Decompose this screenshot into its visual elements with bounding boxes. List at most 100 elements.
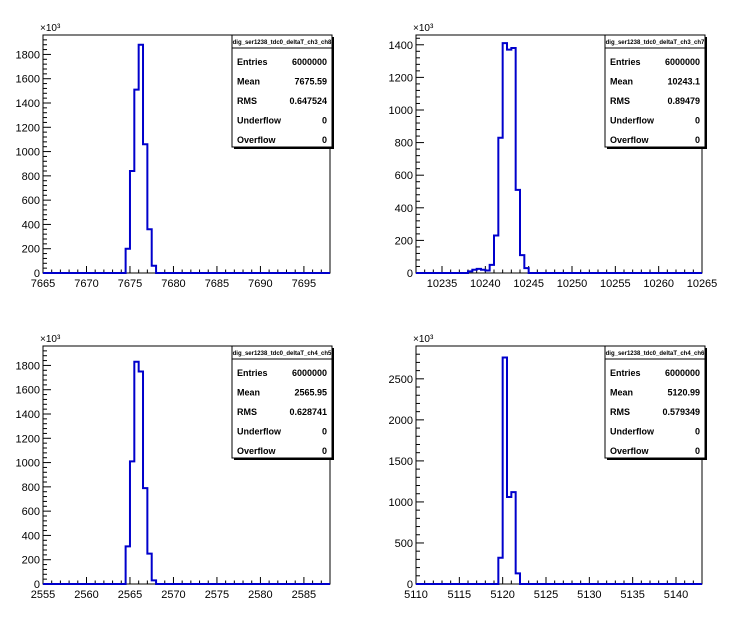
histogram-outline xyxy=(43,43,330,274)
x-tick-label: 10260 xyxy=(643,278,674,290)
stats-value: 0.647524 xyxy=(289,96,327,106)
y-tick-label: 400 xyxy=(395,203,413,215)
y-exponent-label: ×10³ xyxy=(413,23,434,34)
stats-value: 0 xyxy=(322,446,327,456)
x-tick-label: 2560 xyxy=(74,589,98,601)
stats-value: 7675.59 xyxy=(294,77,327,87)
histogram-pad-2: 10235 10240 10245 10250 10255 10260 10265 0 200 4… xyxy=(389,23,718,290)
stats-label: RMS xyxy=(610,407,630,417)
y-tick-label: 400 xyxy=(22,219,40,231)
x-tick-label: 2575 xyxy=(205,589,229,601)
y-tick-label: 500 xyxy=(395,538,413,550)
histogram-bin-7 xyxy=(152,266,156,273)
stats-title: dig_ser1238_tdc0_deltaT_ch4_ch5 xyxy=(233,351,332,357)
histogram-bin-5 xyxy=(143,488,147,584)
x-tick-label: 10245 xyxy=(513,278,544,290)
x-tick-label: 7680 xyxy=(161,278,185,290)
histogram-bin-8 xyxy=(503,43,507,273)
histogram-bin-3 xyxy=(481,270,485,273)
x-tick-label: 5125 xyxy=(534,589,558,601)
x-tick-label: 10265 xyxy=(687,278,718,290)
stats-label: Entries xyxy=(237,368,268,378)
y-tick-label: 800 xyxy=(22,482,40,494)
x-tick-label: 5135 xyxy=(620,589,644,601)
histogram-bin-5 xyxy=(490,265,494,273)
histogram-bin-3 xyxy=(134,362,138,584)
y-tick-label: 1000 xyxy=(389,105,413,117)
stats-label: RMS xyxy=(237,96,257,106)
stats-value: 0.628741 xyxy=(289,407,327,417)
y-tick-label: 1800 xyxy=(16,49,40,61)
histogram-bin-4 xyxy=(139,372,143,585)
x-tick-label: 2555 xyxy=(31,589,55,601)
stats-label: Overflow xyxy=(237,446,277,456)
y-tick-label: 1400 xyxy=(389,40,413,52)
stats-label: Underflow xyxy=(610,427,655,437)
x-tick-label: 5110 xyxy=(404,589,428,601)
histogram-bin-6 xyxy=(147,554,151,584)
y-exponent-label: ×10³ xyxy=(40,23,61,34)
stats-value: 2565.95 xyxy=(294,388,327,398)
stats-label: Underflow xyxy=(610,116,655,126)
stats-title: dig_ser1238_tdc0_deltaT_ch3_ch7 xyxy=(606,40,705,46)
stats-label: RMS xyxy=(610,96,630,106)
y-tick-label: 0 xyxy=(34,579,40,591)
y-tick-label: 1800 xyxy=(16,360,40,372)
y-tick-label: 1200 xyxy=(389,72,413,84)
stats-label: RMS xyxy=(237,407,257,417)
histogram-bin-1 xyxy=(498,558,502,584)
stats-label: Underflow xyxy=(237,116,282,126)
y-exponent-label: ×10³ xyxy=(413,334,434,345)
stats-label: Entries xyxy=(610,368,641,378)
stats-value: 0 xyxy=(322,427,327,437)
histogram-bin-0 xyxy=(468,271,472,273)
histogram-bin-2 xyxy=(477,269,481,273)
histogram-outline xyxy=(416,42,702,274)
y-tick-label: 600 xyxy=(22,506,40,518)
histogram-bin-1 xyxy=(126,546,130,584)
x-tick-label: 5120 xyxy=(490,589,514,601)
x-tick-label: 7665 xyxy=(31,278,55,290)
stats-value: 0 xyxy=(695,116,700,126)
y-tick-label: 1000 xyxy=(389,497,413,509)
histogram-bin-2 xyxy=(503,357,507,584)
y-tick-label: 200 xyxy=(395,235,413,247)
x-tick-label: 2585 xyxy=(292,589,316,601)
stats-label: Underflow xyxy=(237,427,282,437)
stats-box xyxy=(604,345,706,459)
histogram-bin-4 xyxy=(485,271,489,273)
histogram-bin-1 xyxy=(472,270,476,273)
histogram-bin-6 xyxy=(147,229,151,273)
x-tick-label: 10250 xyxy=(557,278,588,290)
y-tick-label: 1200 xyxy=(16,122,40,134)
stats-value: 0 xyxy=(322,116,327,126)
histogram-outline xyxy=(43,360,330,585)
stats-label: Mean xyxy=(610,388,633,398)
stats-value: 0 xyxy=(322,135,327,145)
stats-value: 6000000 xyxy=(292,57,327,67)
x-tick-label: 2565 xyxy=(118,589,142,601)
histogram-bin-1 xyxy=(126,249,130,273)
y-tick-label: 800 xyxy=(395,138,413,150)
y-tick-label: 600 xyxy=(395,170,413,182)
y-tick-label: 2500 xyxy=(389,374,413,386)
stats-value: 6000000 xyxy=(665,368,700,378)
histogram-bin-11 xyxy=(516,190,520,273)
histogram-bin-7 xyxy=(498,138,502,273)
stats-value: 0.579349 xyxy=(662,407,700,417)
y-tick-label: 0 xyxy=(407,579,413,591)
y-tick-label: 200 xyxy=(22,244,40,256)
stats-value: 0 xyxy=(695,446,700,456)
stats-label: Overflow xyxy=(237,135,277,145)
y-tick-label: 1400 xyxy=(16,409,40,421)
stats-title: dig_ser1238_tdc0_deltaT_ch3_ch8 xyxy=(233,40,332,46)
stats-box xyxy=(231,34,333,148)
histogram-bin-6 xyxy=(494,236,498,273)
x-tick-label: 2570 xyxy=(161,589,185,601)
x-tick-label: 10235 xyxy=(427,278,458,290)
y-tick-label: 1400 xyxy=(16,98,40,110)
stats-label: Mean xyxy=(237,388,260,398)
x-tick-label: 2580 xyxy=(248,589,272,601)
histogram-bin-10 xyxy=(511,48,515,273)
